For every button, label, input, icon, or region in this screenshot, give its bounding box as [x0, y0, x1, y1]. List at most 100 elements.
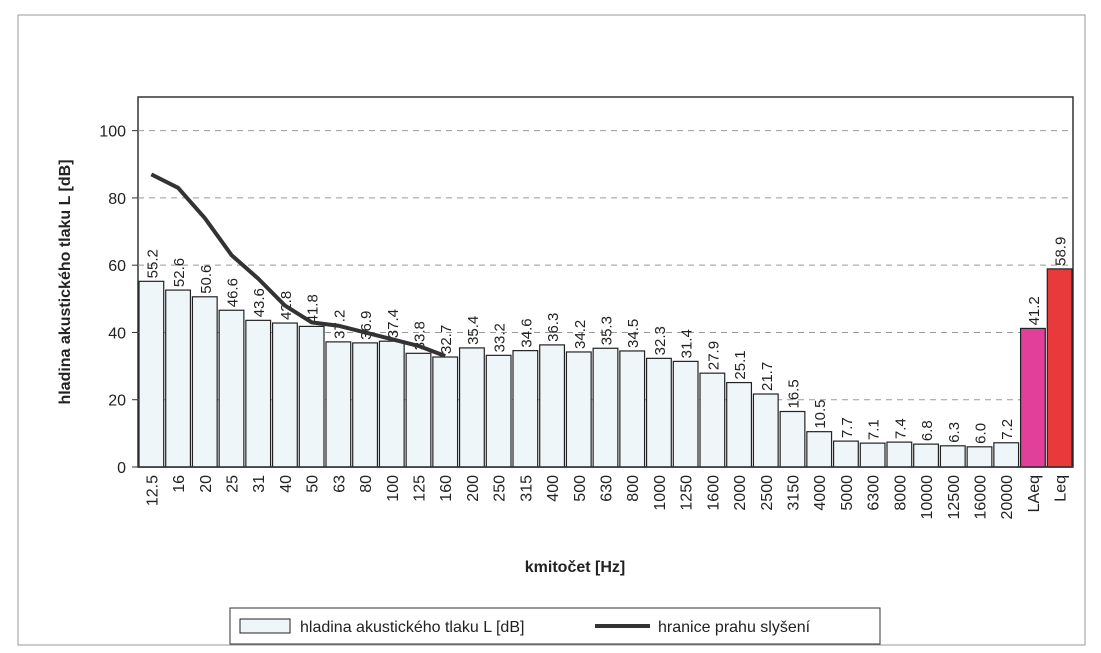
bar: [271, 322, 298, 468]
bar: [779, 410, 806, 468]
line: [150, 172, 446, 358]
x-tick-label: 315: [518, 475, 535, 502]
legend-box: [229, 607, 881, 645]
x-axis-title: kmitočet [Hz]: [525, 559, 625, 576]
data-label: 35.3: [599, 316, 616, 345]
bar: [458, 347, 485, 468]
bar: [405, 352, 432, 468]
x-tick-label: 40: [278, 475, 295, 493]
data-label: 55.2: [144, 249, 161, 278]
data-label: 43.6: [251, 288, 268, 317]
x-tick-label: LAeq: [1026, 475, 1043, 512]
bar: [913, 443, 940, 468]
data-label: 33.2: [492, 323, 509, 352]
x-tick-label: 12.5: [144, 475, 161, 506]
data-label: 52.6: [171, 258, 188, 287]
data-label: 31.4: [679, 329, 696, 358]
bar: [218, 309, 245, 468]
x-tick-label: 100: [385, 475, 402, 502]
bar: [512, 350, 539, 468]
data-label: 50.6: [198, 265, 215, 294]
data-label: 41.2: [1026, 296, 1043, 325]
bar: [699, 372, 726, 468]
data-label: 46.6: [225, 278, 242, 307]
x-tick-label: 20000: [999, 475, 1016, 520]
x-tick-label: 2000: [732, 475, 749, 511]
x-tick-label: Leq: [1053, 475, 1070, 502]
x-tick-label: 800: [625, 475, 642, 502]
legend-label: hranice prahu slyšení: [658, 619, 811, 636]
data-label: 34.5: [625, 319, 642, 348]
x-tick-label: 4000: [812, 475, 829, 511]
bar: [726, 381, 753, 468]
data-label: 33.8: [412, 321, 429, 350]
y-tick-label: 100: [99, 124, 126, 141]
x-tick-label: 16: [171, 475, 188, 493]
bar: [245, 319, 272, 468]
data-label: 34.6: [518, 318, 535, 347]
bar: [752, 393, 779, 468]
x-tick-label: 3150: [786, 475, 803, 511]
y-tick-label: 80: [108, 191, 126, 208]
data-label: 6.3: [946, 422, 963, 443]
x-tick-label: 160: [438, 475, 455, 502]
bar: [191, 296, 218, 468]
x-tick-label: 1000: [652, 475, 669, 511]
bar: [966, 446, 993, 468]
data-label: 27.9: [705, 341, 722, 370]
bar: [298, 325, 325, 468]
x-tick-label: 2500: [759, 475, 776, 511]
x-tick-label: 200: [465, 475, 482, 502]
bar: [672, 360, 699, 468]
y-tick-label: 20: [108, 393, 126, 410]
bar: [378, 340, 405, 468]
x-tick-label: 500: [572, 475, 589, 502]
data-label: 7.7: [839, 417, 856, 438]
x-tick-label: 12500: [946, 475, 963, 520]
bar: [432, 356, 459, 468]
x-tick-label: 125: [412, 475, 429, 502]
frame: [17, 14, 1086, 646]
data-label: 10.5: [812, 399, 829, 428]
data-label: 7.1: [866, 419, 883, 440]
x-tick-label: 31: [251, 475, 268, 493]
x-tick-label: 50: [305, 475, 322, 493]
legend-label: hladina akustického tlaku L [dB]: [300, 619, 524, 636]
data-label: 32.7: [438, 325, 455, 354]
bar: [859, 442, 886, 468]
bar: [592, 347, 619, 468]
x-tick-label: 25: [225, 475, 242, 493]
bar: [939, 445, 966, 468]
bar: [886, 441, 913, 468]
bar: [352, 342, 379, 468]
data-label: 41.8: [305, 294, 322, 323]
data-label: 6.8: [919, 420, 936, 441]
x-tick-label: 400: [545, 475, 562, 502]
bar: [806, 431, 833, 468]
x-tick-label: 10000: [919, 475, 936, 520]
x-tick-label: 250: [492, 475, 509, 502]
x-tick-label: 8000: [892, 475, 909, 511]
x-tick-label: 1600: [705, 475, 722, 511]
x-tick-label: 20: [198, 475, 215, 493]
x-tick-label: 5000: [839, 475, 856, 511]
bar: [325, 341, 352, 468]
bar: [1046, 268, 1073, 468]
bar: [619, 350, 646, 468]
data-label: 7.2: [999, 419, 1016, 440]
x-tick-label: 6300: [866, 475, 883, 511]
bar: [165, 289, 192, 468]
data-label: 37.4: [385, 309, 402, 338]
bar: [832, 440, 859, 468]
data-label: 21.7: [759, 362, 776, 391]
x-tick-label: 16000: [973, 475, 990, 520]
data-label: 7.4: [892, 418, 909, 439]
data-label: 25.1: [732, 350, 749, 379]
data-label: 58.9: [1053, 237, 1070, 266]
bar: [645, 357, 672, 468]
x-tick-label: 630: [599, 475, 616, 502]
y-tick-label: 0: [117, 460, 126, 477]
y-tick-label: 60: [108, 258, 126, 275]
data-label: 16.5: [786, 379, 803, 408]
